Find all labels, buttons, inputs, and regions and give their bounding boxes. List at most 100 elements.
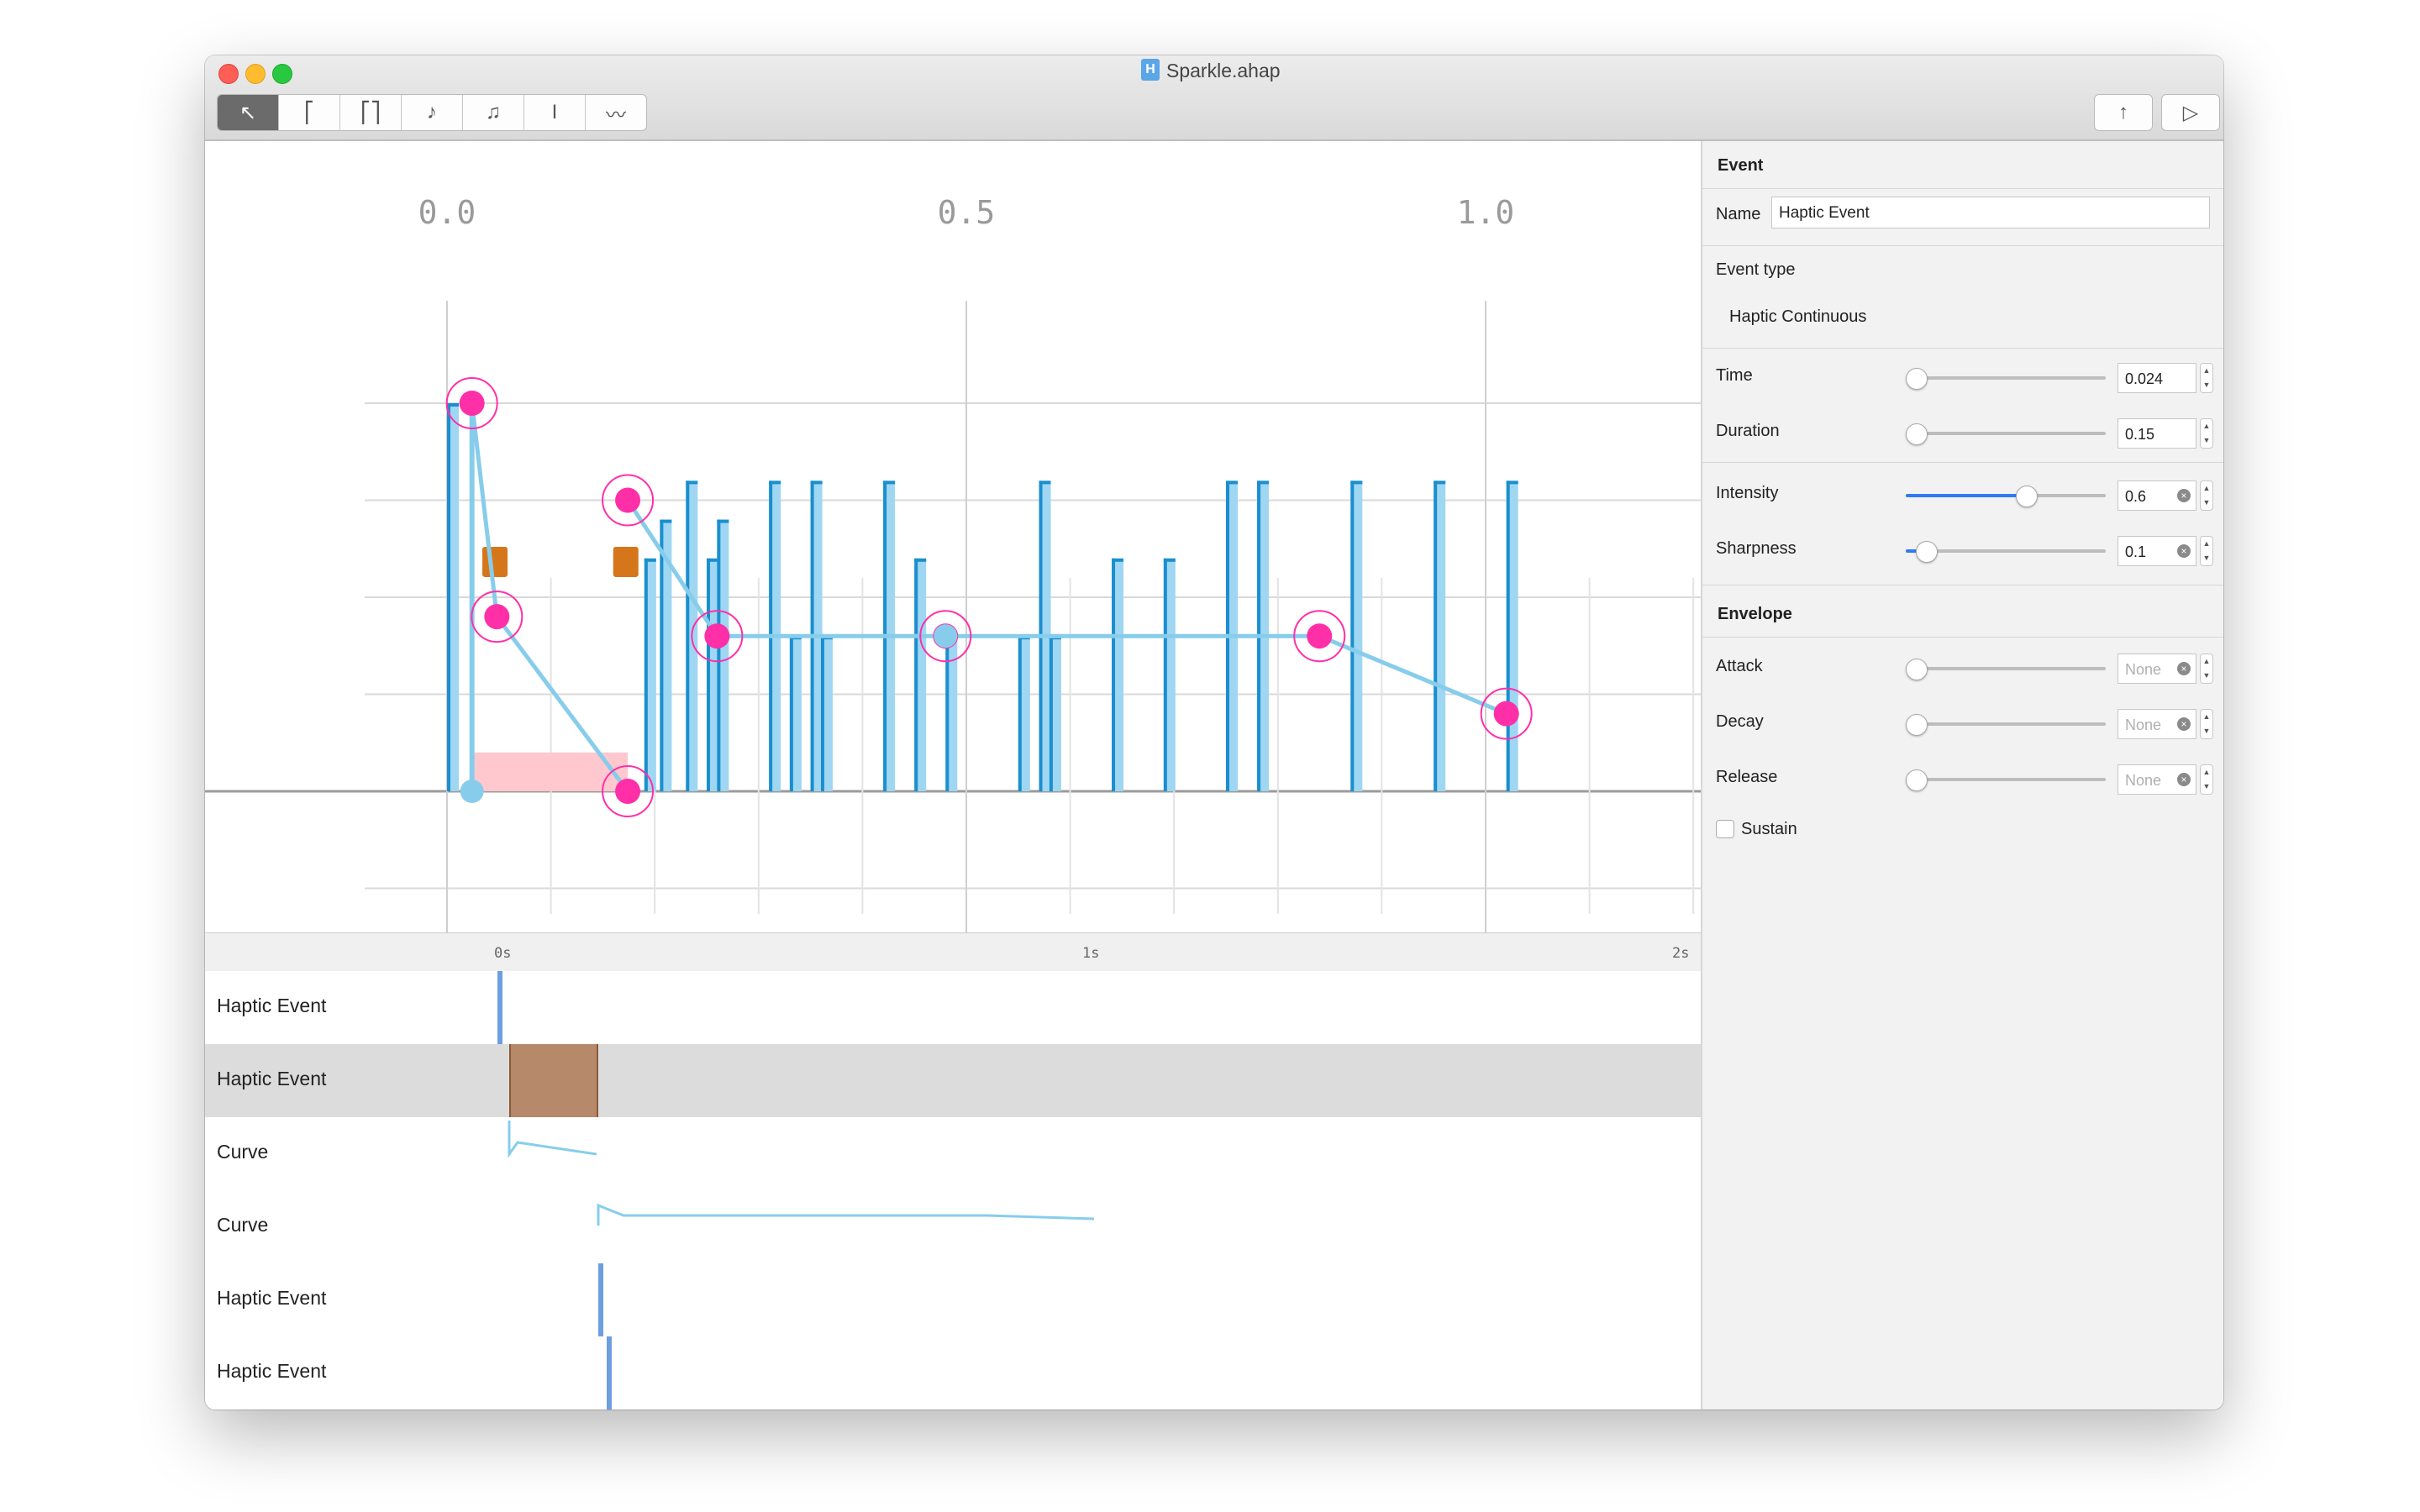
event-bar-cap [707, 558, 718, 562]
ruler-label-2s: 2s [1672, 945, 1690, 962]
event-bar-cap [1112, 558, 1124, 562]
curve-point-ring [602, 765, 655, 817]
track-row[interactable]: Curve [205, 1117, 1701, 1190]
track-row[interactable]: Haptic Event [205, 971, 1701, 1044]
intensity-slider[interactable] [1906, 486, 2106, 507]
time-label: Time [1716, 366, 1753, 385]
minimize-button[interactable] [245, 64, 266, 84]
curve-tool-button[interactable]: 〰 [586, 95, 646, 130]
track-label: Haptic Event [217, 1287, 327, 1309]
event-bar-edge [820, 636, 824, 791]
track-row[interactable]: Haptic Event [205, 1263, 1701, 1336]
inspector-panel: Event Name Haptic Event Event type Hapti… [1701, 141, 2223, 1410]
curve-point-ring [691, 610, 744, 663]
intensity-field[interactable]: 0.6 × [2118, 480, 2196, 511]
transient-clip[interactable] [598, 1263, 603, 1336]
release-slider[interactable] [1906, 769, 2106, 791]
event-bar-edge [447, 403, 450, 791]
event-bar-edge [644, 558, 648, 791]
share-button[interactable]: ↑ [2094, 94, 2153, 131]
event-bar-cap [1039, 480, 1051, 485]
duration-stepper[interactable]: ▲ ▼ [2200, 418, 2213, 449]
audio-tool-button[interactable]: ♪ [402, 95, 463, 130]
transient-tool-button[interactable]: ⎡ [279, 95, 340, 130]
sharpness-field[interactable]: 0.1 × [2118, 536, 2196, 566]
clear-icon[interactable]: × [2177, 489, 2191, 502]
intensity-stepper[interactable]: ▲ ▼ [2200, 480, 2213, 511]
track-list: Haptic Event Haptic Event Curve Curve Ha… [205, 971, 1701, 1410]
release-placeholder: None [2125, 772, 2162, 789]
text-tool-button[interactable]: I [524, 95, 586, 130]
x-axis-ticks: 0.0 0.5 1.0 [418, 194, 1514, 1018]
attack-stepper[interactable]: ▲ ▼ [2200, 654, 2213, 684]
release-stepper[interactable]: ▲ ▼ [2200, 764, 2213, 795]
curve-point [484, 604, 510, 630]
divider [1702, 462, 2223, 463]
release-field[interactable]: None × [2118, 764, 2196, 795]
attack-field[interactable]: None × [2118, 654, 2196, 684]
pointer-tool-button[interactable]: ↖ [218, 95, 279, 130]
share-icon: ↑ [2118, 101, 2128, 123]
title-bar: H Sparkle.ahap ↖ ⎡ ⎡⎤ ♪ ♫ I 〰 ↑ ▷ [205, 55, 2223, 141]
name-field[interactable]: Haptic Event [1771, 197, 2210, 228]
release-label: Release [1716, 768, 1778, 786]
decay-slider[interactable] [1906, 714, 2106, 736]
event-bar-edge [1049, 636, 1053, 791]
event-bar-edge [1506, 480, 1510, 791]
track-row[interactable]: Haptic Event [205, 1336, 1701, 1410]
curve-point-ring [1293, 610, 1346, 663]
transient-clip[interactable] [607, 1336, 612, 1410]
haptic-chart[interactable]: 0.0 0.5 1.0 [205, 141, 1701, 1018]
divider [1702, 245, 2223, 246]
duration-field[interactable]: 0.15 [2118, 418, 2196, 449]
curve-icon: 〰 [606, 103, 626, 127]
divider [1702, 348, 2223, 349]
curve-points [445, 377, 1533, 817]
audio-continuous-tool-button[interactable]: ♫ [463, 95, 524, 130]
zoom-button[interactable] [272, 64, 292, 84]
track-row-selected[interactable]: Haptic Event [205, 1044, 1701, 1117]
transient-clip[interactable] [497, 971, 502, 1044]
event-bar-cap [1226, 480, 1238, 485]
sustain-checkbox[interactable] [1716, 820, 1734, 838]
play-button[interactable]: ▷ [2161, 94, 2220, 131]
track-row[interactable]: Curve [205, 1190, 1701, 1263]
divider [1702, 637, 2223, 638]
haptic-editor[interactable]: 0.0 0.5 1.0 [205, 141, 1701, 1018]
continuous-clip[interactable] [509, 1044, 598, 1117]
track-label: Haptic Event [217, 995, 327, 1016]
text-cursor-icon: I [551, 101, 558, 123]
decay-stepper[interactable]: ▲ ▼ [2200, 709, 2213, 739]
duration-slider[interactable] [1906, 423, 2106, 445]
curve-preview [597, 1203, 1095, 1226]
time-ruler[interactable]: 0s 1s 2s [205, 932, 1701, 973]
event-markers [482, 546, 639, 577]
clear-icon[interactable]: × [2177, 544, 2191, 558]
sharpness-slider[interactable] [1906, 541, 2106, 563]
curve-point [615, 487, 641, 513]
event-bar-edge [1163, 558, 1167, 791]
clear-icon[interactable]: × [2177, 717, 2191, 731]
time-stepper[interactable]: ▲ ▼ [2200, 363, 2213, 393]
event-bar-cap [1257, 480, 1270, 485]
event-bar-edge [1434, 480, 1438, 791]
event-bar-edge [945, 636, 950, 791]
attack-placeholder: None [2125, 661, 2162, 678]
close-button[interactable] [218, 64, 239, 84]
event-bar-edge [1018, 636, 1022, 791]
event-bar-edge [789, 636, 793, 791]
continuous-tool-button[interactable]: ⎡⎤ [340, 95, 402, 130]
event-bar-cap [644, 558, 656, 562]
attack-slider[interactable] [1906, 659, 2106, 680]
event-bar-cap [769, 480, 781, 485]
event-bar-edge [717, 519, 721, 791]
divider [1702, 188, 2223, 189]
curve-point-ring [1480, 687, 1533, 740]
time-slider[interactable] [1906, 368, 2106, 390]
sharpness-stepper[interactable]: ▲ ▼ [2200, 536, 2213, 566]
clear-icon[interactable]: × [2177, 773, 2191, 786]
time-field[interactable]: 0.024 [2118, 363, 2196, 393]
clear-icon[interactable]: × [2177, 662, 2191, 675]
decay-field[interactable]: None × [2118, 709, 2196, 739]
ruler-label-1s: 1s [1082, 945, 1100, 962]
